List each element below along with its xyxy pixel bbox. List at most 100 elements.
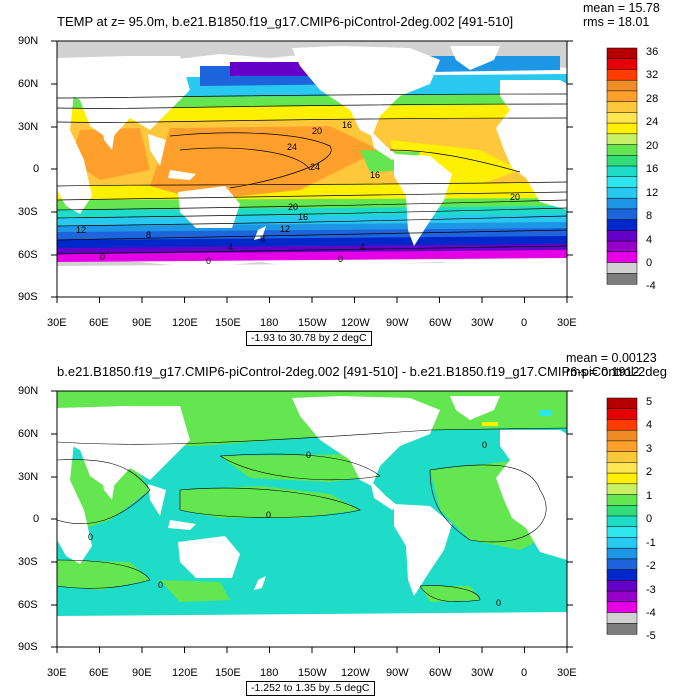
- lat-label: 30S: [18, 556, 38, 568]
- lat-label: 60N: [18, 428, 39, 440]
- colorbar-label: 0: [646, 257, 653, 269]
- lat-label: 90S: [18, 291, 38, 303]
- mean-stat: mean = 0.00123: [566, 351, 657, 365]
- land-masses: [57, 396, 567, 647]
- lon-label: 150W: [298, 667, 327, 679]
- lon-label: 90W: [386, 317, 409, 329]
- contour-range-note: -1.252 to 1.35 by .5 degC: [246, 681, 375, 696]
- axis-ticks: [51, 390, 573, 653]
- lat-label: 0: [33, 163, 40, 175]
- contour-label-group: 20 16 24 24 16 20 20 16 12 12 8 8 4 0 0 …: [76, 120, 520, 266]
- contour-label: 0: [496, 598, 501, 608]
- lon-label: 60W: [429, 667, 452, 679]
- colorbar-label: 20: [646, 140, 659, 152]
- contour-label: 0: [206, 256, 211, 266]
- contour-label: 4: [360, 242, 365, 252]
- lon-label: 90W: [386, 667, 409, 679]
- lon-label: 90E: [132, 667, 152, 679]
- lon-label: 150E: [215, 317, 241, 329]
- lon-label: 120W: [341, 667, 370, 679]
- contour-label: 16: [342, 120, 352, 130]
- panel-title: b.e21.B1850.f19_g17.CMIP6-piControl-2deg…: [57, 364, 667, 379]
- lon-label: 150W: [298, 317, 327, 329]
- contour-label: 0: [482, 440, 487, 450]
- lon-label: 0: [521, 667, 528, 679]
- lon-label: 30W: [471, 317, 494, 329]
- colorbar-label: 3: [646, 443, 653, 455]
- lat-label: 60S: [18, 599, 38, 611]
- lon-label: 30E: [557, 667, 577, 679]
- rms-stat: rms = 18.01: [583, 15, 650, 29]
- lon-label: 60E: [89, 667, 109, 679]
- lon-label: 120E: [172, 667, 198, 679]
- lat-label: 30S: [18, 206, 38, 218]
- lon-label: 120W: [341, 317, 370, 329]
- colorbar-label: 0: [646, 513, 653, 525]
- lat-label: 90N: [18, 385, 39, 397]
- contour-label: 12: [76, 225, 86, 235]
- contour-range-note: -1.93 to 30.78 by 2 degC: [246, 331, 372, 346]
- map-field: [57, 41, 567, 297]
- contour-label: 0: [338, 254, 343, 264]
- map-difference: 0 0 0 0 0 0: [51, 390, 573, 653]
- lat-label: 0: [33, 513, 40, 525]
- contour-label: 8: [260, 234, 265, 244]
- lon-label: 30W: [471, 667, 494, 679]
- colorbar-label: 4: [646, 234, 653, 246]
- colorbar-label: -3: [646, 584, 656, 596]
- contour-label: 4: [228, 242, 233, 252]
- lat-label: 90N: [18, 35, 39, 47]
- colorbar-label: 12: [646, 187, 659, 199]
- lon-label: 90E: [132, 317, 152, 329]
- contour-label: 0: [88, 532, 93, 542]
- lon-label: 30E: [47, 317, 67, 329]
- contour-label: 8: [146, 230, 151, 240]
- contour-label: 24: [287, 142, 297, 152]
- panel-difference: b.e21.B1850.f19_g17.CMIP6-piControl-2deg…: [0, 350, 700, 700]
- lon-label: 120E: [172, 317, 198, 329]
- colorbar-label: 28: [646, 93, 659, 105]
- map-field: [57, 391, 567, 647]
- contour-label: 20: [510, 192, 520, 202]
- colorbar-label: 4: [646, 419, 653, 431]
- lon-label: 30E: [557, 317, 577, 329]
- panel-title: TEMP at z= 95.0m, b.e21.B1850.f19_g17.CM…: [57, 14, 514, 29]
- lon-label: 60W: [429, 317, 452, 329]
- colorbar-label: 1: [646, 490, 653, 502]
- colorbar-label: 2: [646, 466, 653, 478]
- colorbar-label: -4: [646, 280, 656, 292]
- lon-label: 180: [260, 667, 279, 679]
- colorbar-label: -2: [646, 560, 656, 572]
- contour-label: 16: [370, 170, 380, 180]
- contour-lines: [57, 427, 567, 603]
- contour-label: 12: [280, 224, 290, 234]
- lon-label: 60E: [89, 317, 109, 329]
- contour-label-group: 0 0 0 0 0 0: [88, 440, 501, 608]
- land-masses: [57, 46, 567, 297]
- contour-label: 24: [310, 162, 320, 172]
- colorbar-label: -4: [646, 607, 656, 619]
- axis-ticks: [51, 40, 573, 303]
- lat-label: 30N: [18, 121, 39, 133]
- contour-lines: [57, 93, 567, 255]
- colorbar-label: 24: [646, 116, 659, 128]
- colorbar-label: -5: [646, 630, 656, 642]
- contour-label: 0: [158, 580, 163, 590]
- colorbar-label: 5: [646, 396, 653, 408]
- lon-label: 150E: [215, 667, 241, 679]
- contour-label: 16: [298, 212, 308, 222]
- contour-label: 0: [266, 510, 271, 520]
- contour-label: 20: [288, 202, 298, 212]
- rms-stat: rms = 0.1912: [566, 365, 640, 379]
- lat-label: 30N: [18, 471, 39, 483]
- contour-label: 0: [100, 252, 105, 262]
- lon-label: 0: [521, 317, 528, 329]
- colorbar-label: 32: [646, 69, 659, 81]
- contour-label: 20: [312, 126, 322, 136]
- lat-label: 60S: [18, 249, 38, 261]
- colorbar-label: 36: [646, 46, 659, 58]
- colorbar-label: 8: [646, 210, 653, 222]
- panel-temperature: TEMP at z= 95.0m, b.e21.B1850.f19_g17.CM…: [18, 1, 660, 346]
- lon-label: 180: [260, 317, 279, 329]
- contour-label: 0: [306, 450, 311, 460]
